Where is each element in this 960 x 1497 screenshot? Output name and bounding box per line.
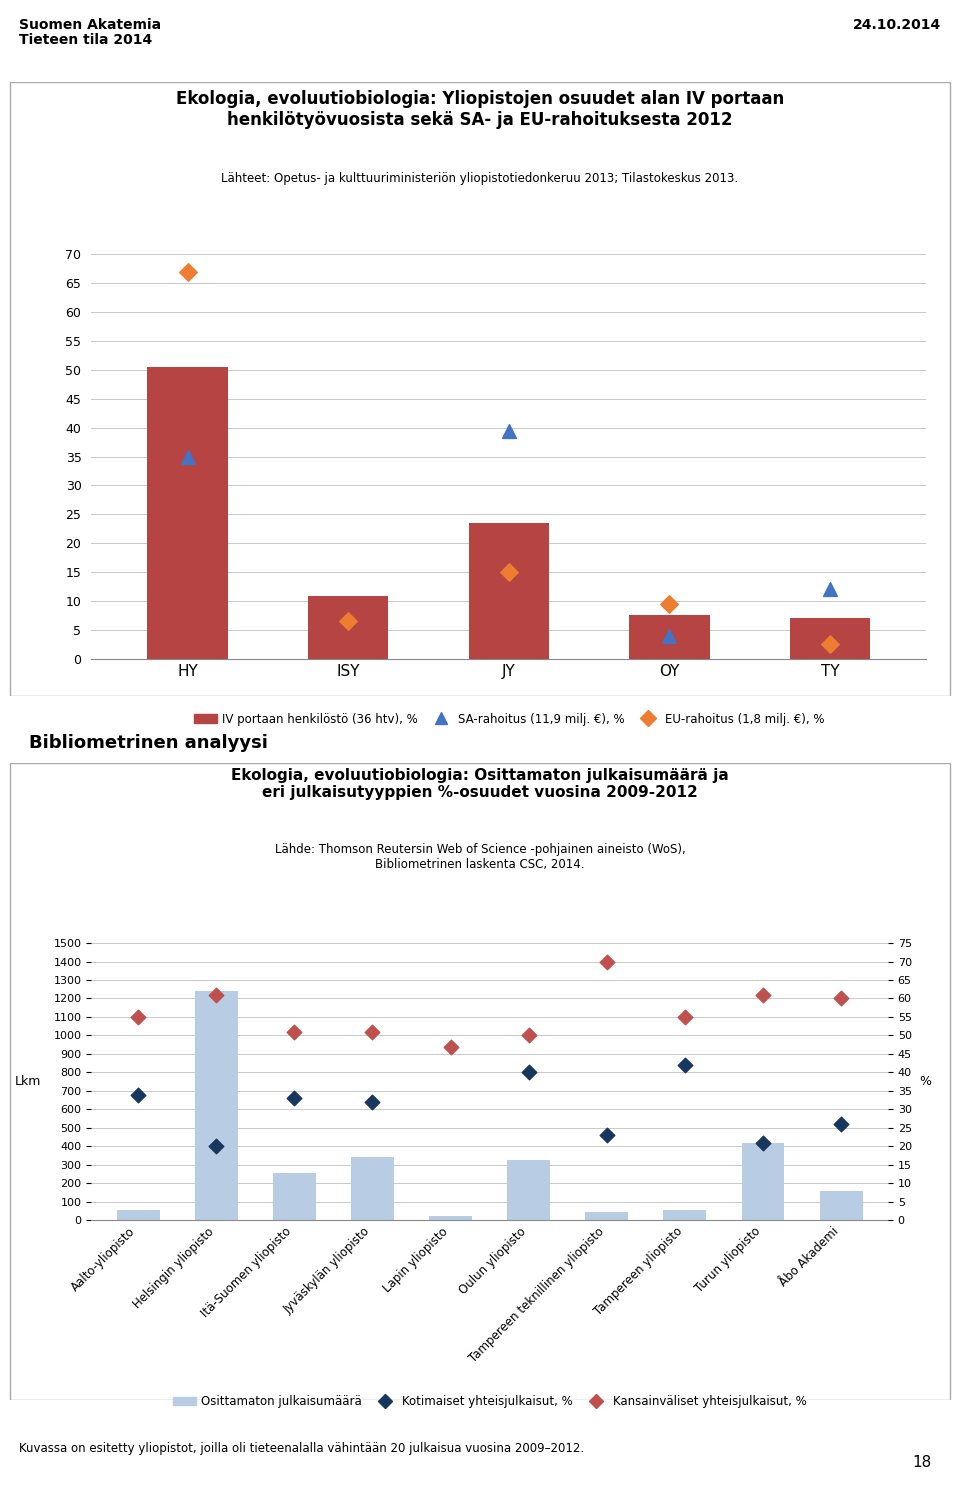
Bar [507,1160,550,1220]
Point [677,1004,692,1028]
Point [501,560,516,584]
Point [365,1019,380,1043]
Point [823,578,838,602]
Text: 18: 18 [912,1455,931,1470]
Bar [273,1174,316,1220]
Y-axis label: Lkm: Lkm [15,1075,41,1088]
Text: Kuvassa on esitetty yliopistot, joilla oli tieteenalalla vähintään 20 julkaisua : Kuvassa on esitetty yliopistot, joilla o… [19,1442,585,1455]
Point [208,984,224,1007]
Text: Lähteet: Opetus- ja kulttuuriministeriön yliopistotiedonkeruu 2013; Tilastokesku: Lähteet: Opetus- ja kulttuuriministeriön… [222,172,738,186]
Point [180,260,195,284]
Bar [195,991,238,1220]
Bar [586,1211,628,1220]
Point [287,1019,302,1043]
Point [599,1123,614,1147]
Bar [351,1157,394,1220]
Point [208,1135,224,1159]
Text: Suomen Akatemia: Suomen Akatemia [19,18,161,31]
Point [599,949,614,973]
Point [833,1112,849,1136]
Text: Ekologia, evoluutiobiologia: Osittamaton julkaisumäärä ja
eri julkaisutyyppien %: Ekologia, evoluutiobiologia: Osittamaton… [231,768,729,801]
Y-axis label: %: % [920,1075,932,1088]
Point [443,1034,458,1058]
Point [661,591,677,615]
Point [131,1004,146,1028]
Text: 24.10.2014: 24.10.2014 [852,18,941,31]
Point [833,987,849,1010]
Point [661,624,677,648]
Bar [468,522,549,659]
Point [521,1060,537,1084]
Point [823,632,838,656]
Legend: IV portaan henkilöstö (36 htv), %, SA-rahoitus (11,9 milj. €), %, EU-rahoitus (1: IV portaan henkilöstö (36 htv), %, SA-ra… [194,713,824,726]
Point [756,1130,771,1154]
Bar [629,615,709,659]
Bar [429,1217,472,1220]
Point [677,1052,692,1076]
Text: Lähde: Thomson Reutersin Web of Science -pohjainen aineisto (WoS),
Bibliometrine: Lähde: Thomson Reutersin Web of Science … [275,843,685,871]
Point [521,1024,537,1048]
Text: Ekologia, evoluutiobiologia: Yliopistojen osuudet alan IV portaan
henkilötyövuos: Ekologia, evoluutiobiologia: Yliopistoje… [176,90,784,129]
Bar [790,618,870,659]
Point [287,1087,302,1111]
Bar [116,1210,159,1220]
Bar [308,596,389,659]
Bar [148,367,228,659]
Text: Bibliometrinen analyysi: Bibliometrinen analyysi [29,734,268,751]
Point [180,445,195,469]
Point [131,1082,146,1106]
Point [756,984,771,1007]
Point [341,609,356,633]
Bar [741,1142,784,1220]
Text: Tieteen tila 2014: Tieteen tila 2014 [19,33,153,46]
Bar [820,1192,863,1220]
Point [501,419,516,443]
Legend: Osittamaton julkaisumäärä, Kotimaiset yhteisjulkaisut, %, Kansainväliset yhteisj: Osittamaton julkaisumäärä, Kotimaiset yh… [173,1395,806,1409]
Point [365,1090,380,1114]
Bar [663,1210,707,1220]
